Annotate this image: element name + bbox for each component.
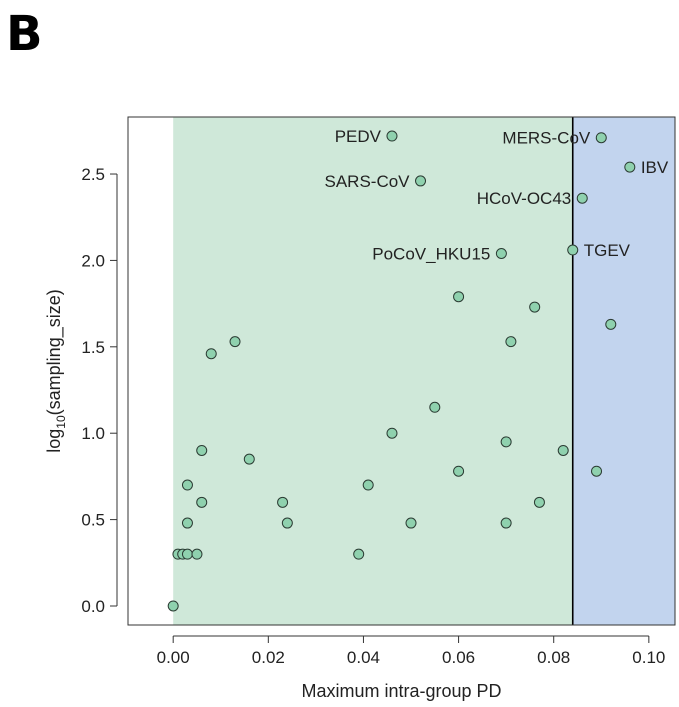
point-label: PEDV <box>335 127 382 146</box>
data-point <box>181 517 193 529</box>
data-point <box>591 465 603 477</box>
region-blue <box>572 117 675 625</box>
y-tick-label: 0.5 <box>81 511 105 530</box>
data-point-tgev <box>567 244 579 256</box>
y-axis: 0.0 0.5 1.0 1.5 2.0 2.5 <box>81 165 118 616</box>
data-point <box>429 401 441 413</box>
y-axis-label-rest: (sampling_size) <box>44 289 65 415</box>
y-axis-label-subscript: 10 <box>54 415 68 429</box>
data-point <box>500 436 512 448</box>
x-axis-label: Maximum intra-group PD <box>301 681 501 701</box>
x-tick-label: 0.04 <box>347 648 380 667</box>
data-point <box>277 496 289 508</box>
data-point <box>529 301 541 313</box>
data-point <box>243 453 255 465</box>
point-label: MERS-CoV <box>502 129 591 148</box>
data-point <box>500 517 512 529</box>
y-axis-label: log10(sampling_size) <box>44 289 68 452</box>
y-tick-label: 1.5 <box>81 338 105 357</box>
data-point <box>453 291 465 303</box>
background-regions <box>173 117 675 625</box>
data-point <box>196 496 208 508</box>
data-point <box>191 548 203 560</box>
y-tick-label: 0.0 <box>81 597 105 616</box>
data-point <box>386 427 398 439</box>
data-point <box>205 348 217 360</box>
x-tick-label: 0.00 <box>157 648 190 667</box>
point-label: IBV <box>641 158 669 177</box>
data-point <box>605 318 617 330</box>
data-point-hcov-oc43 <box>576 192 588 204</box>
data-point <box>196 444 208 456</box>
panel-label: B <box>6 6 43 62</box>
x-axis: 0.00 0.02 0.04 0.06 0.08 0.10 <box>157 635 665 667</box>
data-point-sars-cov <box>415 175 427 187</box>
point-labels: PEDV MERS-CoV IBV SARS-CoV HCoV-OC43 PoCoV_HK… <box>324 127 668 263</box>
data-points <box>167 130 636 612</box>
data-point-pocov_hku15 <box>495 248 507 260</box>
data-point-pedv <box>386 130 398 142</box>
data-point <box>229 336 241 348</box>
data-point <box>453 465 465 477</box>
data-point-ibv <box>624 161 636 173</box>
data-point <box>505 336 517 348</box>
data-point <box>181 548 193 560</box>
y-tick-label: 2.5 <box>81 165 105 184</box>
data-point <box>281 517 293 529</box>
data-point-mers-cov <box>595 132 607 144</box>
data-point <box>353 548 365 560</box>
y-axis-label-base: log <box>44 429 64 453</box>
data-point <box>362 479 374 491</box>
x-tick-label: 0.10 <box>632 648 665 667</box>
data-point <box>405 517 417 529</box>
data-point <box>167 600 179 612</box>
x-tick-label: 0.06 <box>442 648 475 667</box>
x-tick-label: 0.02 <box>252 648 285 667</box>
y-tick-label: 1.0 <box>81 424 105 443</box>
data-point <box>181 479 193 491</box>
point-label: SARS-CoV <box>324 172 410 191</box>
x-tick-label: 0.08 <box>537 648 570 667</box>
data-point <box>533 496 545 508</box>
region-green <box>173 117 573 625</box>
data-point <box>557 444 569 456</box>
y-tick-label: 2.0 <box>81 251 105 270</box>
point-label: TGEV <box>584 241 631 260</box>
plot-frame <box>127 116 676 626</box>
point-label: HCoV-OC43 <box>477 189 571 208</box>
point-label: PoCoV_HKU15 <box>372 245 490 264</box>
